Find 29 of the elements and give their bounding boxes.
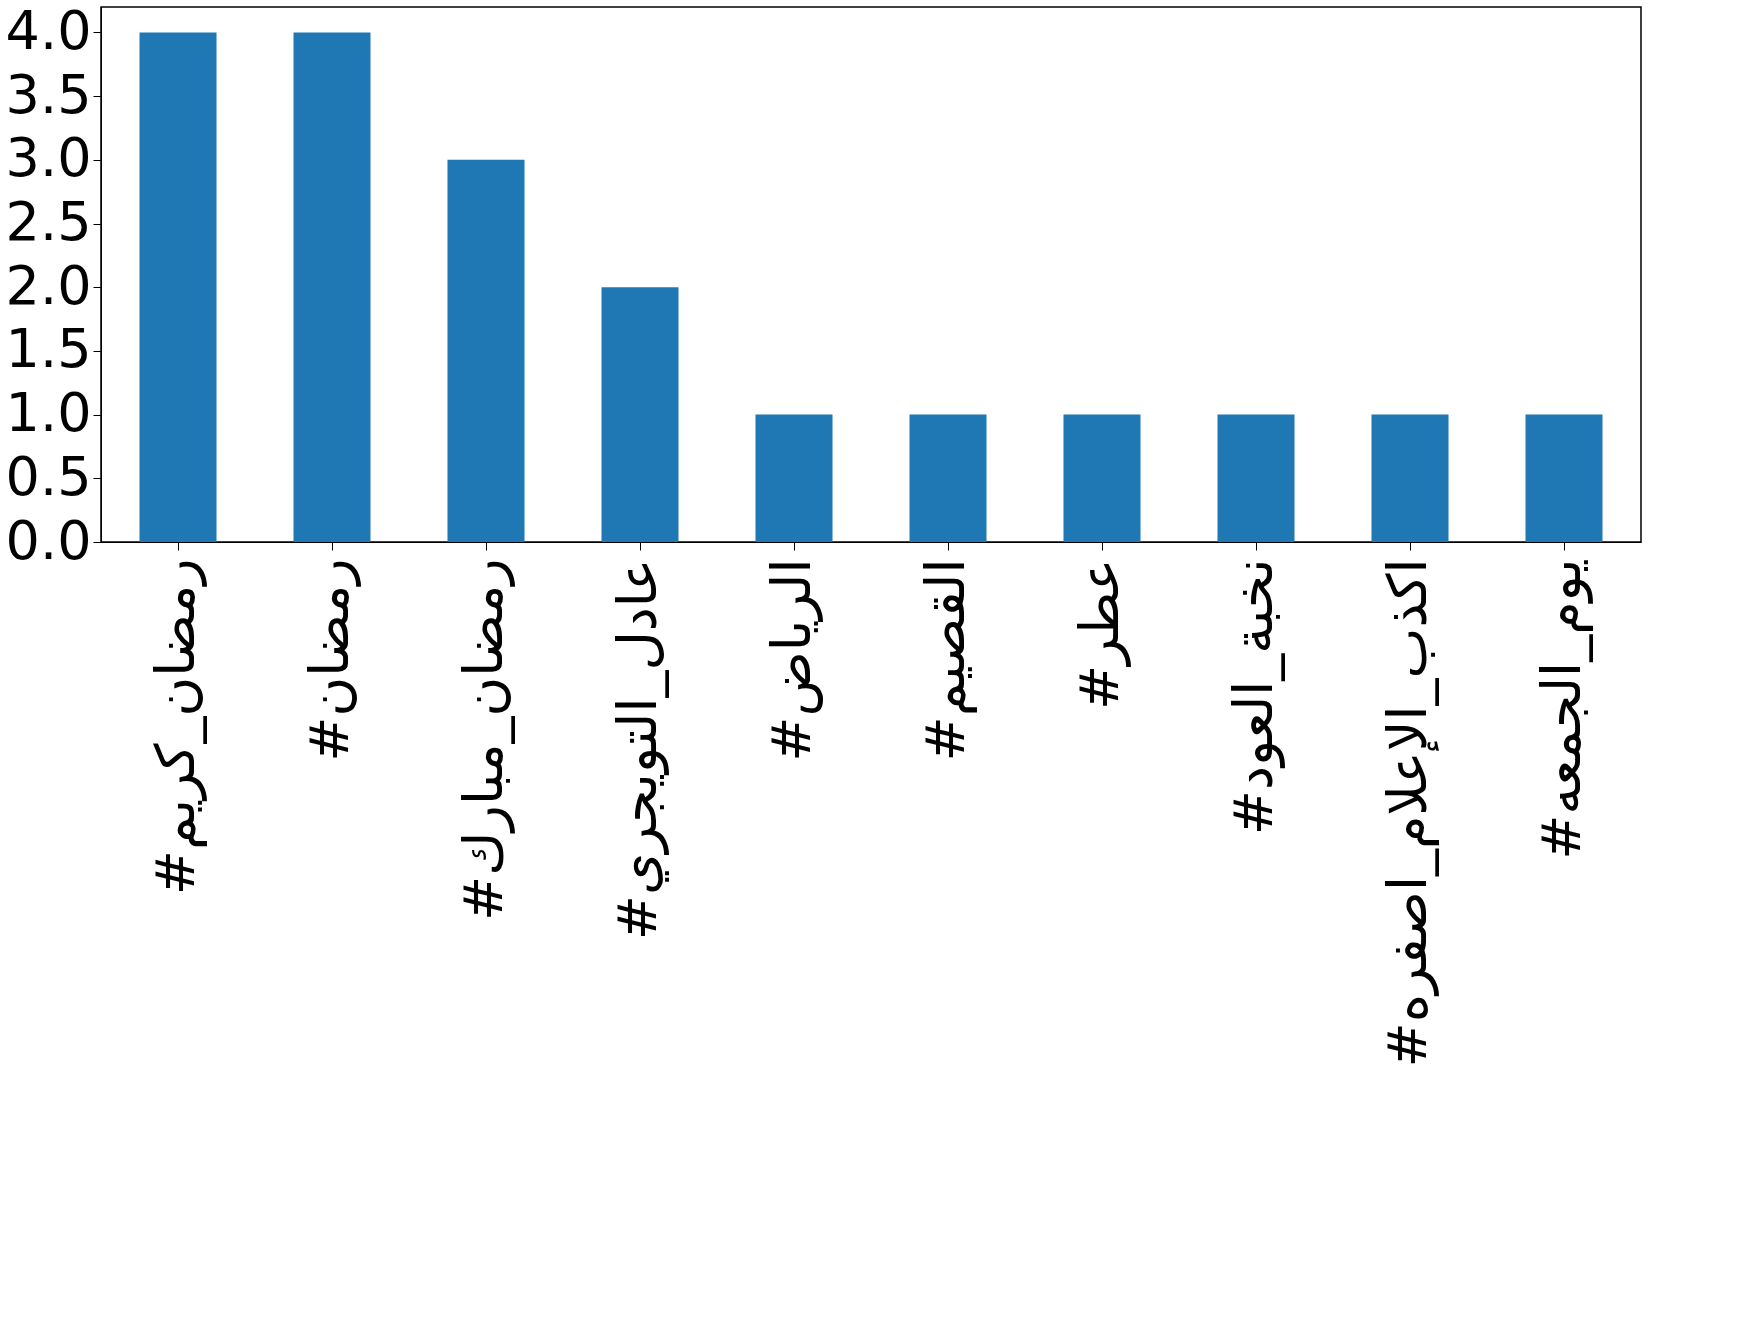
y-tick-label: 0.5	[5, 444, 92, 508]
y-tick-label: 2.5	[5, 190, 92, 254]
bar	[1525, 414, 1603, 542]
bar	[1371, 414, 1449, 542]
x-tick-label: #يوم_الجمعه	[1530, 558, 1593, 860]
bar	[447, 159, 525, 542]
bar	[601, 287, 679, 542]
y-tick-label: 0.0	[5, 508, 92, 572]
y-tick-label: 3.5	[5, 62, 92, 126]
x-tick-label: #رمضان_كريم	[144, 558, 207, 896]
x-tick-label: #عطر	[1068, 558, 1131, 711]
bar	[293, 32, 371, 542]
y-tick-label: 3.0	[5, 126, 92, 190]
x-tick-label: #رمضان	[298, 558, 361, 762]
bar	[1063, 414, 1141, 542]
bar	[139, 32, 217, 542]
x-tick-label: #القصيم	[914, 558, 977, 762]
y-tick-label: 1.5	[5, 317, 92, 381]
x-tick-label: #رمضان_مبارك	[452, 558, 515, 921]
bar	[755, 414, 833, 542]
y-tick-label: 2.0	[5, 253, 92, 317]
x-tick-label: #الرياض	[760, 558, 823, 762]
bar	[909, 414, 987, 542]
x-tick-label: #نخبة_العود	[1222, 558, 1285, 836]
x-tick-label: #اكذب_الإعلام_اصفره	[1376, 558, 1439, 1068]
y-tick-label: 1.0	[5, 381, 92, 445]
bar	[1217, 414, 1295, 542]
y-tick-label: 4.0	[5, 0, 92, 62]
x-tick-label: #عادل_التويجري	[606, 558, 669, 941]
